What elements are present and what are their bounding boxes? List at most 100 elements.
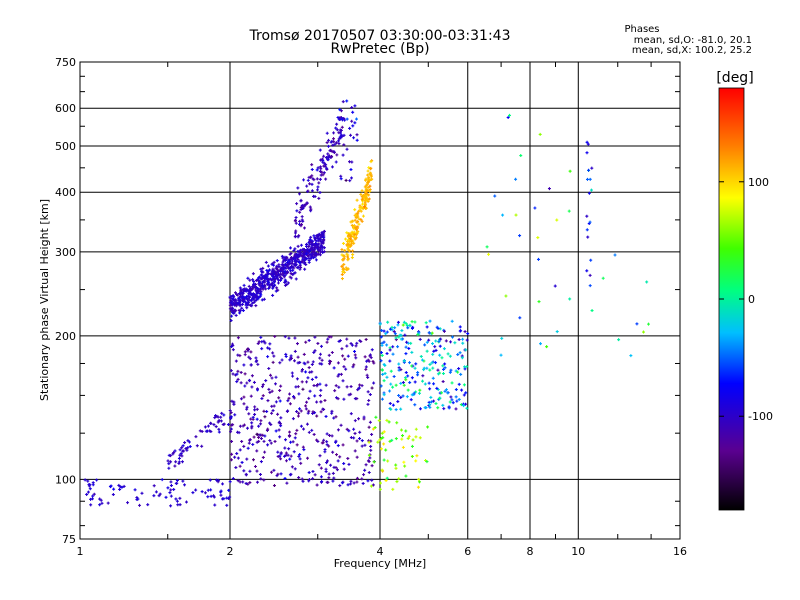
scatter-point [364,184,368,188]
scatter-point [277,263,281,267]
scatter-point [359,218,363,222]
scatter-point [261,270,265,274]
scatter-point [251,278,255,282]
scatter-point [283,278,287,282]
scatter-point [89,503,93,507]
scatter-point [302,226,306,230]
scatter-point [263,434,267,438]
scatter-point [299,248,303,252]
scatter-point [219,493,223,497]
scatter-point [305,201,309,205]
scatter-point [187,440,191,444]
scatter-point [320,441,324,445]
scatter-point [299,199,303,203]
scatter-point [287,396,291,400]
scatter-point [303,362,307,366]
x-tick-label: 16 [673,545,687,558]
scatter-point [401,445,405,449]
y-tick-label: 200 [55,330,76,343]
scatter-point [384,479,388,483]
scatter-point [271,409,275,413]
scatter-point [188,445,192,449]
scatter-point [293,234,297,238]
scatter-point [247,441,251,445]
scatter-point [319,466,323,470]
scatter-point [363,468,367,472]
scatter-point [118,487,122,491]
scatter-point [405,340,409,344]
scatter-point [434,402,438,406]
scatter-point [180,454,184,458]
scatter-point [175,499,179,503]
scatter-point [255,387,259,391]
scatter-point [268,347,272,351]
scatter-point [191,491,195,495]
scatter-point [340,277,344,281]
scatter-point [536,236,540,240]
scatter-point [230,415,234,419]
scatter-point [340,125,344,129]
scatter-point [259,293,263,297]
scatter-point [366,180,370,184]
scatter-point [295,443,299,447]
scatter-point [449,395,453,399]
scatter-point [441,364,445,368]
scatter-point [360,439,364,443]
y-axis-label: Stationary phase Virtual Height [km] [38,199,51,401]
scatter-point [242,469,246,473]
scatter-point [332,416,336,420]
scatter-point [411,438,415,442]
scatter-point [425,366,429,370]
scatter-point [208,478,212,482]
scatter-point [364,367,368,371]
scatter-point [590,166,594,170]
scatter-point [344,268,348,272]
scatter-point [454,388,458,392]
scatter-point [355,476,359,480]
scatter-point [568,297,572,301]
scatter-point [252,380,256,384]
scatter-point [373,426,377,430]
scatter-point [259,477,263,481]
scatter-point [325,340,329,344]
scatter-point [462,393,466,397]
scatter-point [352,227,356,231]
scatter-point [239,397,243,401]
scatter-point [271,293,275,297]
scatter-point [302,427,306,431]
scatter-point [152,484,156,488]
scatter-point [388,439,392,443]
scatter-point [347,248,351,252]
scatter-point [418,436,422,440]
scatter-point [376,440,380,444]
scatter-point [277,396,281,400]
scatter-point [310,377,314,381]
scatter-point [273,278,277,282]
scatter-point [394,336,398,340]
scatter-point [356,388,360,392]
scatter-point [343,248,347,252]
scatter-point [585,228,589,232]
scatter-point [350,160,354,164]
scatter-point [319,400,323,404]
scatter-point [293,436,297,440]
scatter-point [249,394,253,398]
scatter-point [301,257,305,261]
scatter-point [357,386,361,390]
scatter-point [343,357,347,361]
scatter-point [298,360,302,364]
scatter-point [299,461,303,465]
scatter-point [316,341,320,345]
scatter-point [407,434,411,438]
scatter-point [428,405,432,409]
scatter-point [309,253,313,257]
scatter-point [337,142,341,146]
scatter-point [341,153,345,157]
scatter-point [367,453,371,457]
scatter-point [396,323,400,327]
scatter-point [272,484,276,488]
scatter-point [297,234,301,238]
scatter-point [327,476,331,480]
scatter-point [354,356,358,360]
scatter-point [345,231,349,235]
